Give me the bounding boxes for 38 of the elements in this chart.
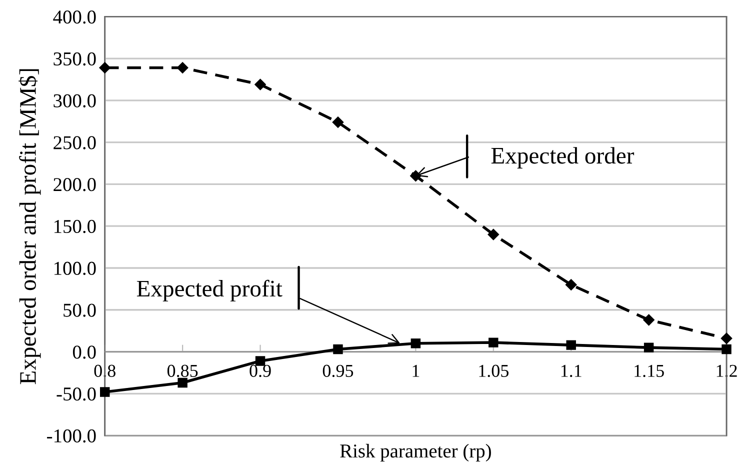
point (178, 378, 188, 388)
point (566, 340, 576, 350)
point (333, 344, 343, 354)
point (99, 62, 110, 74)
point (644, 342, 654, 352)
y-tick-label: -100.0 (47, 429, 96, 443)
point (722, 344, 732, 354)
y-tick-label: -50.0 (56, 387, 96, 401)
y-tick-label: 300.0 (54, 94, 96, 108)
point (488, 228, 500, 240)
x-tick-label: 1.1 (561, 364, 582, 378)
point (643, 314, 654, 326)
y-tick-label: 150.0 (54, 220, 96, 234)
point (254, 78, 266, 90)
x-tick-label: 0.85 (167, 364, 198, 378)
point (566, 279, 577, 290)
x-tick-label: 1.15 (634, 364, 664, 378)
y-tick-label: 350.0 (54, 52, 96, 66)
y-tick-label: 0.0 (72, 346, 96, 359)
y-tick-label: 250.0 (54, 136, 96, 150)
x-tick-label: 0.9 (250, 364, 271, 378)
y-tick-label: 200.0 (54, 178, 96, 192)
point (176, 62, 188, 74)
point (720, 332, 732, 344)
point (488, 338, 498, 348)
y-axis-title: Expected order and profit [MM$] (18, 69, 41, 384)
point (332, 116, 344, 128)
annotation: Expected order (491, 147, 634, 168)
x-tick-label: 1.05 (479, 364, 508, 378)
y-tick-label: 50.0 (64, 304, 96, 317)
annotation: Expected profit (136, 280, 282, 302)
y-tick-label: 400.0 (53, 10, 96, 24)
point (410, 338, 421, 348)
x-tick-label: 0.95 (322, 364, 354, 378)
x-axis-title: Risk parameter (rp) (340, 444, 491, 462)
point (100, 387, 110, 397)
y-tick-label: 100.0 (54, 262, 96, 276)
x-tick-label: 1 (412, 364, 420, 377)
